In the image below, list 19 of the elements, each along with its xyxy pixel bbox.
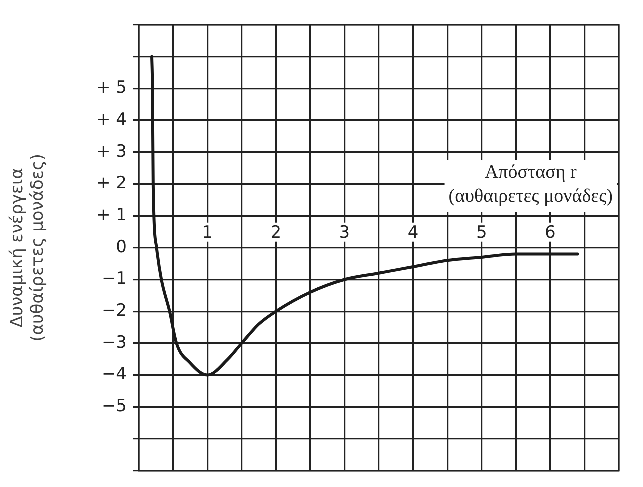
y-tick-label: + 3: [96, 142, 127, 162]
x-axis-title: Απόσταση r (αυθαιρετες μονάδες): [448, 162, 613, 207]
x-tick-label: 1: [202, 222, 213, 243]
y-tick-label: −2: [102, 301, 127, 322]
x-tick-label: 6: [545, 222, 556, 243]
y-tick-label: −4: [102, 364, 127, 385]
y-tick-label: + 5: [96, 78, 127, 98]
y-tick-label: −3: [102, 332, 127, 353]
y-tick-label: −1: [102, 269, 127, 290]
x-tick-label: 4: [408, 222, 419, 243]
y-tick-label: + 4: [96, 110, 127, 130]
y-tick-label: −5: [102, 396, 127, 417]
x-tick-label: 2: [270, 222, 282, 243]
x-tick-label: 5: [476, 222, 488, 243]
y-tick-label: + 1: [96, 205, 127, 226]
y-tick-label: 0: [116, 237, 127, 258]
y-axis-title: Δυναμική ενέργεια (αυθαίρετες μονάδες): [8, 154, 48, 342]
y-tick-label: + 2: [96, 174, 127, 194]
x-tick-label: 3: [339, 222, 350, 243]
